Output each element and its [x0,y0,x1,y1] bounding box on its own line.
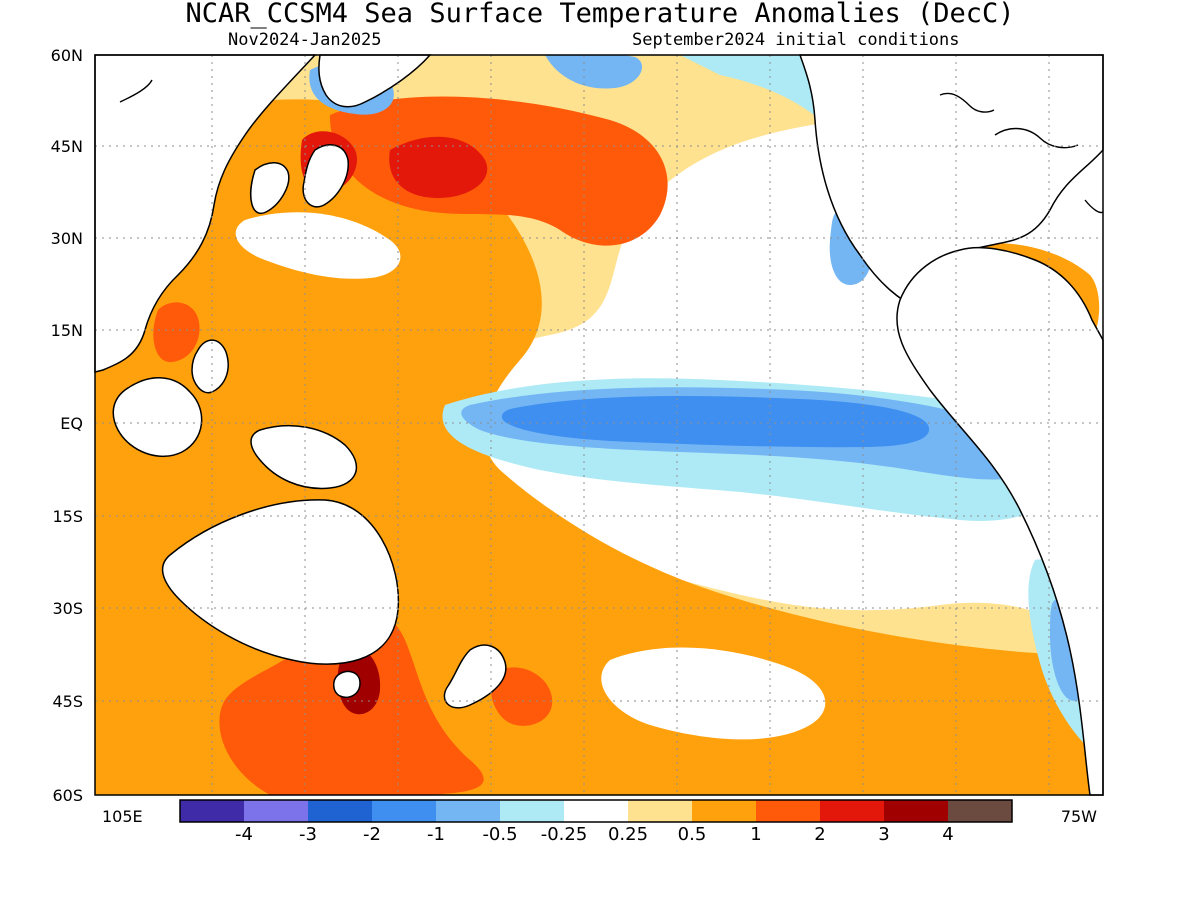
forecast-period-label: Nov2024-Jan2025 [228,30,382,50]
legend-swatch-7 [564,800,628,822]
kamchatka-landmass [318,54,432,108]
legend-swatch-9 [692,800,756,822]
legend-label-minus-1: -1 [427,824,445,845]
coastline-fragment-hudson [939,92,995,113]
americas-east-landmass [896,246,1104,796]
legend-label-minus-0-25: -0.25 [541,824,588,845]
legend-swatch-8 [628,800,692,822]
legend-swatch-13 [948,800,1012,822]
lat-label-30n: 30N [51,229,83,248]
legend-label-4: 4 [942,824,953,845]
lat-label-60n: 60N [51,46,83,65]
new-guinea-landmass [250,424,357,490]
asia-landmass [94,54,317,373]
color-legend: -4 -3 -2 -1 -0.5 -0.25 0.25 0.5 1 2 3 4 [179,799,1013,845]
latitude-axis: 60N 45N 30N 15N EQ 15S 30S 45S 60S [51,46,83,805]
lon-label-left: 105E [102,807,143,826]
legend-swatch-1 [180,800,244,822]
legend-label-2: 2 [814,824,825,845]
land-outlines [94,54,1104,796]
legend-swatch-10 [756,800,820,822]
map-frame [94,54,1104,796]
lat-label-45s: 45S [52,692,83,711]
legend-label-minus-3: -3 [299,824,317,845]
legend-swatch-2 [244,800,308,822]
legend-label-1: 1 [750,824,761,845]
japan-landmass [302,144,349,208]
coastline-fragment-east [1084,199,1104,214]
legend-label-minus-0-5: -0.5 [482,824,517,845]
legend-swatch-4 [372,800,436,822]
legend-frame [179,799,1013,823]
map-area [94,54,1104,796]
equatorial-strong-cool [501,396,930,448]
north-cool-patch [545,55,643,89]
legend-label-minus-4: -4 [235,824,253,845]
grid-lines [95,55,1103,795]
tasmania-landmass [333,670,361,698]
indonesia-west-landmass [112,377,203,458]
legend-swatch-3 [308,800,372,822]
map-title: NCAR_CCSM4 Sea Surface Temperature Anoma… [185,0,1014,29]
new-zealand-landmass [443,644,507,709]
initial-conditions-label: September2024 initial conditions [632,30,960,50]
lat-label-15n: 15N [51,321,83,340]
legend-label-0-25: 0.25 [608,824,648,845]
legend-swatch-12 [884,800,948,822]
lat-label-45n: 45N [51,137,83,156]
legend-swatch-6 [500,800,564,822]
lat-label-15s: 15S [52,507,83,526]
legend-label-3: 3 [878,824,889,845]
lon-label-right: 75W [1061,807,1097,826]
lat-label-30s: 30S [52,599,83,618]
philippine-warm-spot [153,302,200,363]
north-pacific-strong-warm [330,96,668,246]
lat-label-eq: EQ [60,414,83,433]
legend-label-0-5: 0.5 [678,824,707,845]
coastline-fragment-north [119,79,153,103]
lat-label-60s: 60S [52,786,83,805]
korea-landmass [249,162,290,215]
northwest-neutral-gap [235,212,401,279]
australia-landmass [161,499,400,665]
legend-swatch-11 [820,800,884,822]
south-pacific-neutral-gap [601,647,826,740]
north-pacific-core-warm [389,136,488,198]
legend-swatch-5 [436,800,500,822]
legend-label-minus-2: -2 [363,824,381,845]
south-pacific-warm-spot [490,667,553,726]
coastline-fragment-great-lakes [994,127,1079,149]
